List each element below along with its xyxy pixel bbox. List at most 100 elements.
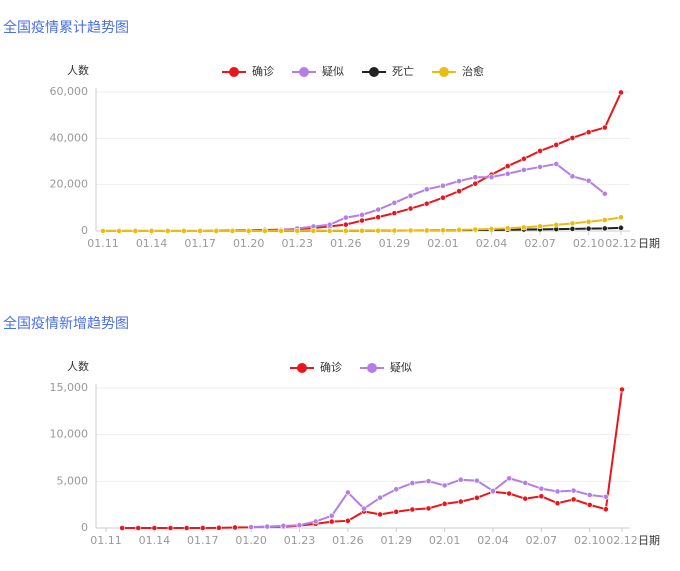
data-point	[326, 227, 333, 234]
data-point	[520, 155, 527, 162]
data-point	[522, 495, 529, 502]
data-point	[197, 228, 204, 234]
data-point	[538, 493, 545, 500]
x-axis-label: 日期	[638, 534, 660, 547]
data-point	[425, 478, 432, 485]
data-point	[359, 217, 365, 224]
data-point	[425, 505, 432, 512]
data-point	[440, 194, 446, 201]
data-point	[328, 512, 335, 519]
x-tick-label: 02.12	[606, 534, 638, 547]
data-point	[456, 226, 463, 233]
x-tick-label: 01.17	[184, 237, 216, 250]
y-axis-label: 人数	[67, 360, 89, 373]
data-point	[148, 228, 155, 234]
legend-label: 确诊	[320, 360, 342, 374]
data-point	[326, 221, 333, 228]
data-point	[312, 518, 319, 525]
data-point	[506, 475, 513, 482]
data-point	[472, 226, 479, 233]
data-point	[375, 227, 382, 234]
x-tick-label: 02.01	[427, 237, 459, 250]
y-tick-label: 0	[81, 521, 88, 534]
x-tick-label: 02.10	[573, 237, 605, 250]
x-tick-label: 01.20	[233, 237, 265, 250]
x-tick-label: 02.07	[524, 237, 556, 250]
data-point	[569, 173, 576, 180]
x-tick-label: 02.01	[429, 534, 461, 547]
y-tick-label: 10,000	[50, 428, 89, 441]
series-line	[248, 162, 606, 232]
data-point	[522, 479, 529, 486]
data-point	[344, 489, 351, 496]
data-point	[504, 163, 511, 169]
data-point	[618, 214, 624, 221]
data-point	[585, 129, 592, 136]
data-point	[361, 505, 367, 512]
x-tick-label: 02.10	[574, 534, 606, 547]
legend-label: 确诊	[252, 64, 274, 78]
legend-marker	[367, 363, 377, 373]
x-tick-label: 01.11	[90, 534, 122, 547]
chart-title: 全国疫情新增趋势图	[3, 315, 129, 332]
data-point	[310, 228, 317, 234]
data-point	[100, 228, 106, 234]
x-tick-label: 01.26	[332, 534, 364, 547]
series-line	[122, 389, 623, 529]
data-point	[441, 482, 448, 489]
data-point	[261, 228, 268, 234]
data-point	[586, 492, 593, 498]
data-point	[586, 501, 593, 508]
data-point	[570, 487, 577, 494]
data-point	[342, 221, 349, 228]
data-point	[602, 506, 609, 513]
data-point	[164, 228, 171, 234]
data-point	[393, 486, 400, 493]
data-point	[473, 477, 480, 484]
data-point	[181, 228, 187, 234]
legend-marker	[299, 67, 309, 77]
series-line	[103, 92, 622, 232]
y-axis-label: 人数	[67, 64, 89, 77]
data-point	[553, 161, 560, 167]
data-point	[328, 518, 335, 525]
data-point	[601, 225, 608, 232]
x-tick-label: 01.29	[381, 534, 413, 547]
data-point	[359, 211, 365, 218]
legend-marker	[439, 67, 449, 77]
data-point	[183, 525, 190, 531]
data-point	[601, 217, 608, 223]
data-point	[377, 494, 384, 501]
data-point	[407, 205, 414, 212]
data-point	[409, 480, 416, 486]
data-point	[119, 525, 126, 531]
data-point	[135, 525, 142, 531]
data-point	[342, 227, 349, 234]
data-point	[569, 225, 576, 232]
data-point	[391, 210, 398, 217]
data-point	[537, 164, 543, 170]
x-tick-label: 02.04	[476, 237, 508, 250]
x-tick-label: 01.11	[87, 237, 119, 250]
data-point	[504, 170, 511, 177]
x-tick-label: 01.14	[139, 534, 171, 547]
data-point	[472, 174, 479, 181]
data-point	[407, 192, 414, 199]
data-point	[601, 124, 608, 131]
x-axis-label: 日期	[638, 237, 660, 250]
data-point	[213, 228, 220, 234]
data-point	[504, 225, 511, 232]
legend-marker	[297, 363, 307, 373]
data-point	[215, 524, 222, 531]
x-tick-label: 02.12	[605, 237, 637, 250]
legend-label: 治愈	[462, 64, 484, 78]
data-point	[116, 228, 123, 234]
data-point	[457, 476, 464, 483]
data-point	[602, 493, 609, 500]
x-tick-label: 01.29	[379, 237, 411, 250]
data-point	[585, 177, 592, 184]
data-point	[393, 508, 400, 515]
x-tick-label: 01.20	[235, 534, 267, 547]
data-point	[229, 228, 236, 234]
data-point	[585, 225, 592, 232]
